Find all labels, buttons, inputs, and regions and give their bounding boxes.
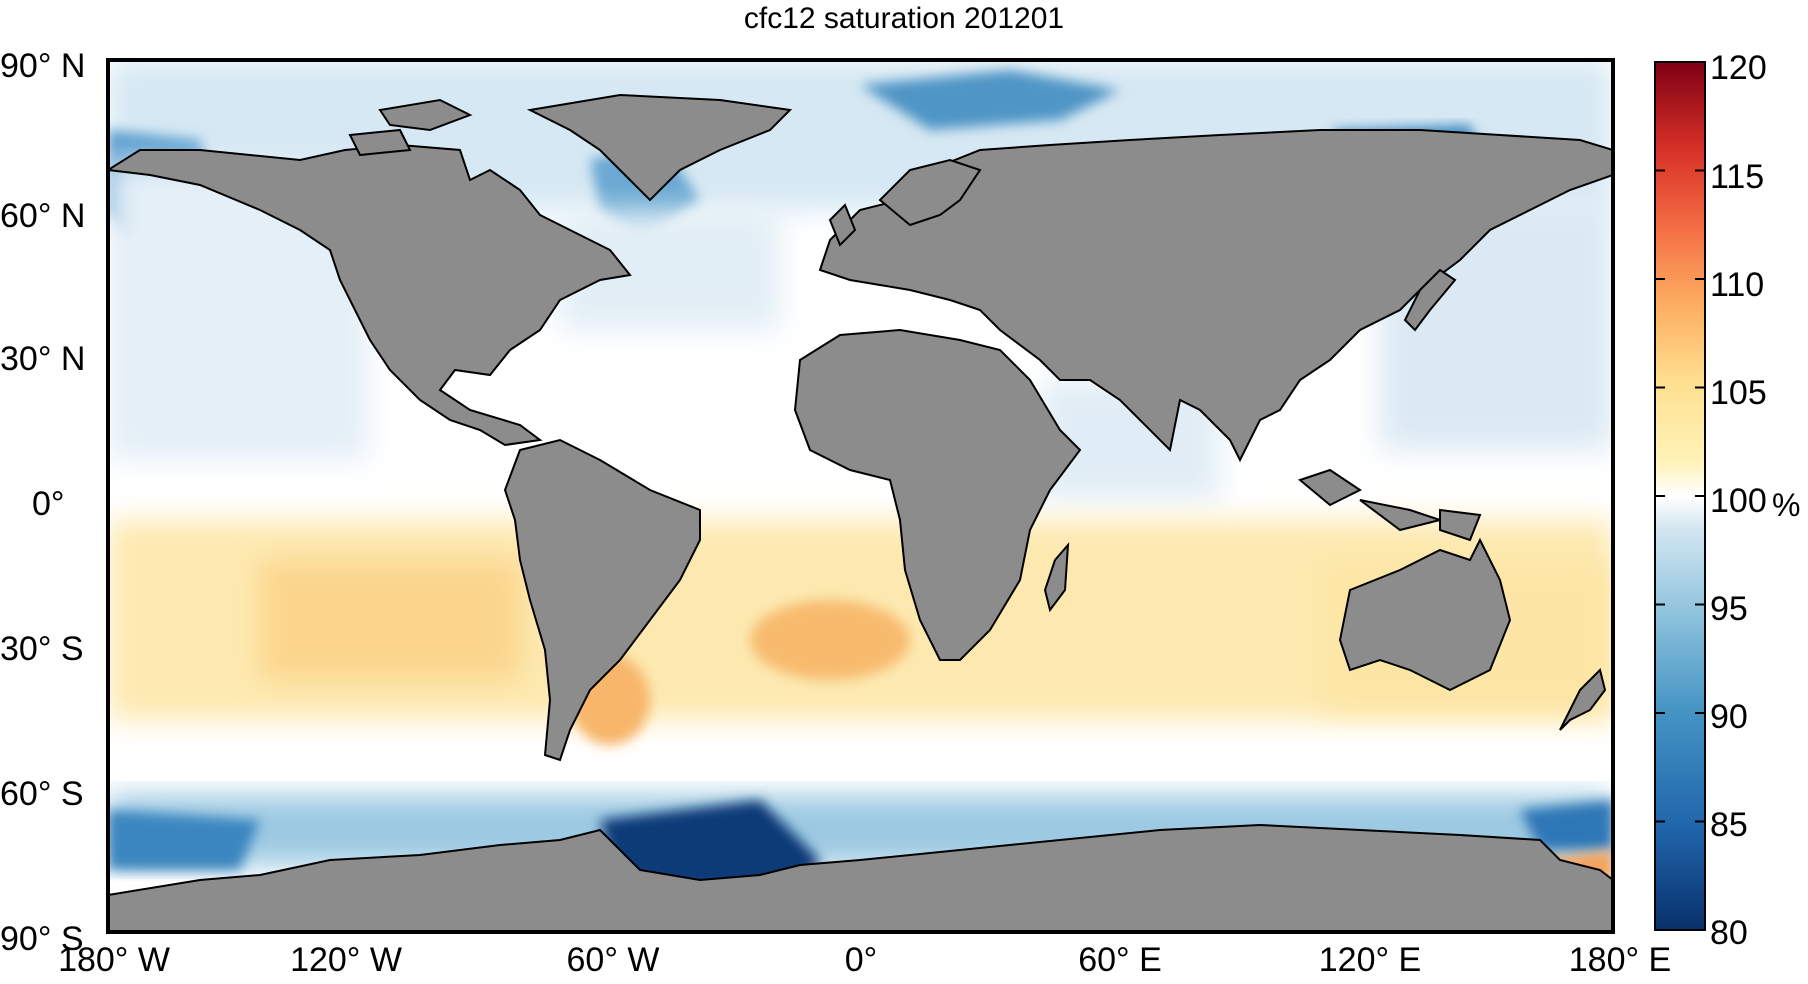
map-frame <box>106 58 1615 934</box>
colorbar-tick-95: 95 <box>1710 590 1748 628</box>
lat-label-60n: 60° N <box>0 197 86 235</box>
lat-label-90n: 90° N <box>0 47 86 85</box>
colorbar-tick-90: 90 <box>1710 698 1748 736</box>
colorbar-tick-85: 85 <box>1710 806 1748 844</box>
colorbar-unit: % <box>1772 487 1801 523</box>
lat-label-30s: 30° S <box>0 630 84 668</box>
figure-title: cfc12 saturation 201201 <box>743 2 1065 35</box>
lon-label-0: 0° <box>844 941 878 979</box>
colorbar <box>1654 61 1706 931</box>
lat-label-0: 0° <box>32 485 65 523</box>
colorbar-tick-80: 80 <box>1710 914 1748 952</box>
saturation-field <box>108 60 1613 932</box>
lon-label-120e: 120° E <box>1318 941 1422 979</box>
lon-label-60e: 60° E <box>1078 941 1162 979</box>
lon-label-180w: 180° W <box>58 941 170 979</box>
colorbar-tick-100: 100 <box>1710 482 1767 520</box>
colorbar-tick-120: 120 <box>1710 49 1767 87</box>
lon-label-180e: 180° E <box>1568 941 1672 979</box>
colorbar-tick-110: 110 <box>1710 266 1765 304</box>
lon-label-120w: 120° W <box>290 941 402 979</box>
colorbar-tick-115: 115 <box>1710 158 1765 196</box>
lon-label-60w: 60° W <box>566 941 660 979</box>
continents <box>108 93 1613 932</box>
lat-label-90s: 90° S <box>0 920 84 958</box>
colorbar-tick-105: 105 <box>1710 374 1767 412</box>
lat-label-60s: 60° S <box>0 775 84 813</box>
lat-label-30n: 30° N <box>0 340 86 378</box>
